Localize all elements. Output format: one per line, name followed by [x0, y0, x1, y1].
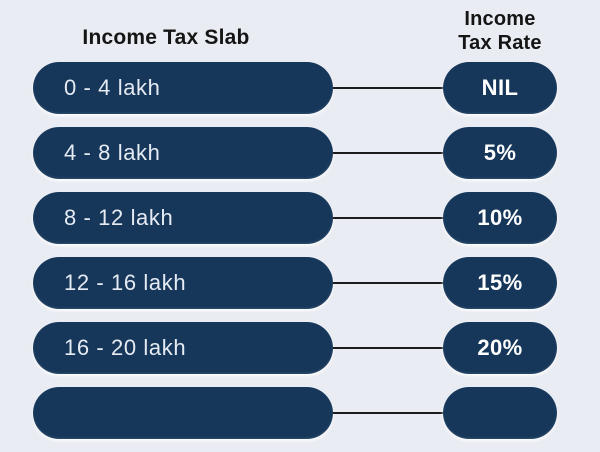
- connector-line: [333, 282, 443, 284]
- right-column-header-line2: Tax Rate: [458, 32, 542, 54]
- tax-slab-row: [0, 387, 600, 439]
- connector-line: [333, 152, 443, 154]
- tax-slab-row: 4 - 8 lakh 5%: [0, 127, 600, 179]
- slab-pill: 0 - 4 lakh: [33, 62, 333, 114]
- rate-label: 5%: [483, 140, 517, 165]
- tax-slab-row: 16 - 20 lakh 20%: [0, 322, 600, 374]
- tax-slab-table: 0 - 4 lakh NIL 4 - 8 lakh 5% 8 - 12 lakh…: [0, 62, 600, 452]
- rate-pill: 10%: [443, 192, 557, 244]
- rate-label: 10%: [477, 205, 523, 230]
- slab-pill: 12 - 16 lakh: [33, 257, 333, 309]
- slab-label: 16 - 20 lakh: [64, 335, 187, 360]
- tax-slab-row: 0 - 4 lakh NIL: [0, 62, 600, 114]
- connector-line: [333, 347, 443, 349]
- connector-line: [333, 87, 443, 89]
- slab-pill: [33, 387, 333, 439]
- right-column-header: Income Tax Rate: [438, 7, 562, 55]
- rate-pill: 15%: [443, 257, 557, 309]
- rate-pill: 20%: [443, 322, 557, 374]
- tax-slab-row: 12 - 16 lakh 15%: [0, 257, 600, 309]
- rate-label: 15%: [477, 270, 523, 295]
- rate-label: 20%: [477, 335, 523, 360]
- slab-pill: 16 - 20 lakh: [33, 322, 333, 374]
- slab-label: 4 - 8 lakh: [64, 140, 161, 165]
- slab-pill: 8 - 12 lakh: [33, 192, 333, 244]
- tax-slab-row: 8 - 12 lakh 10%: [0, 192, 600, 244]
- connector-line: [333, 217, 443, 219]
- rate-pill: NIL: [443, 62, 557, 114]
- rate-pill: [443, 387, 557, 439]
- connector-line: [333, 412, 443, 414]
- slab-label: 0 - 4 lakh: [64, 75, 161, 100]
- slab-pill: 4 - 8 lakh: [33, 127, 333, 179]
- right-column-header-line1: Income: [464, 8, 536, 30]
- left-column-header: Income Tax Slab: [82, 26, 250, 49]
- slab-label: 8 - 12 lakh: [64, 205, 174, 230]
- rate-label: NIL: [481, 75, 519, 100]
- slab-label: 12 - 16 lakh: [64, 270, 187, 295]
- rate-pill: 5%: [443, 127, 557, 179]
